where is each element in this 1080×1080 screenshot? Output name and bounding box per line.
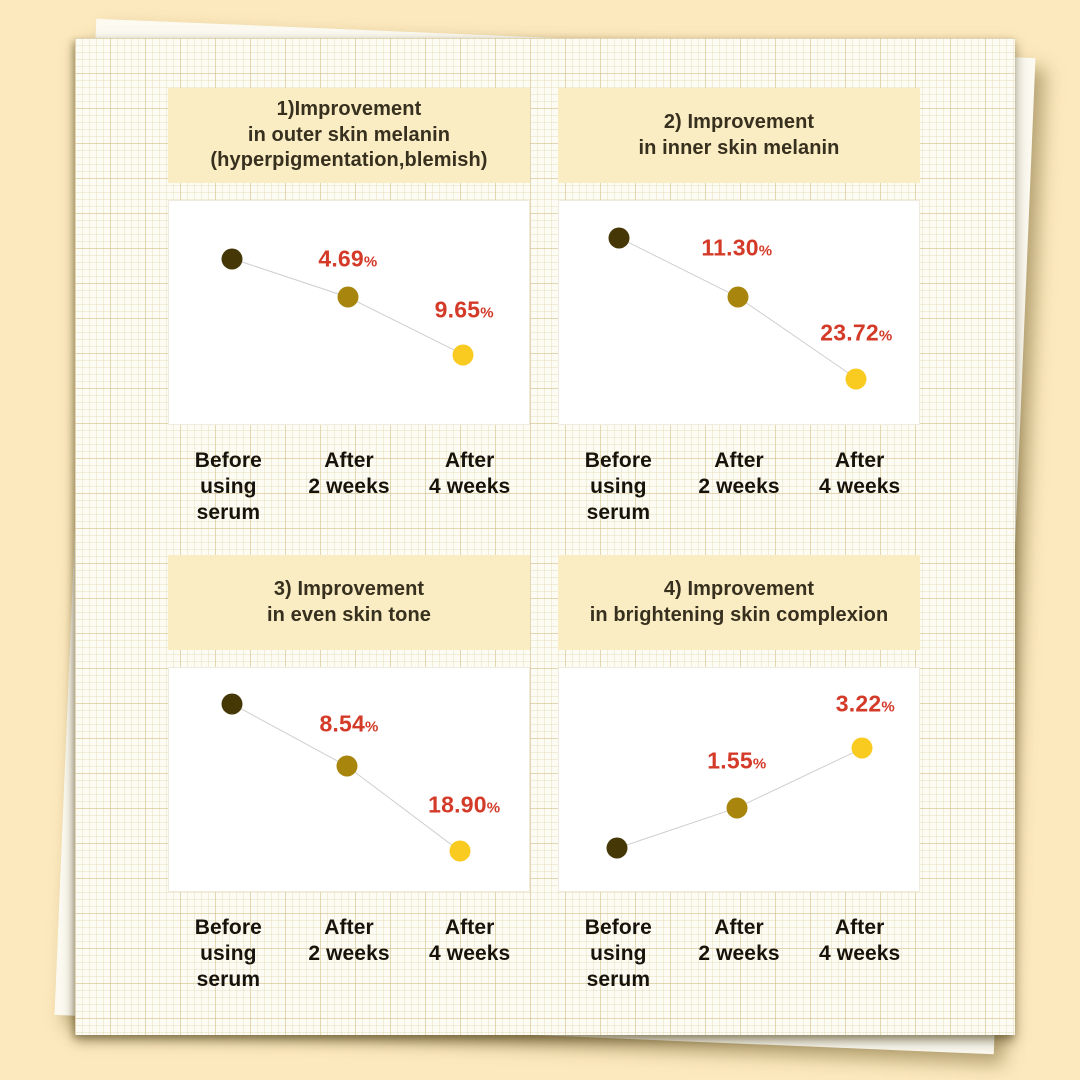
x-axis-labels-3: Before using serum After 2 weeks After 4… <box>168 915 530 993</box>
improvement-label-4weeks: 9.65% <box>434 296 494 323</box>
data-point-before <box>606 837 628 859</box>
percent-sign: % <box>752 755 767 773</box>
improvement-label-2weeks: 11.30% <box>701 234 773 261</box>
percent-sign: % <box>363 253 378 271</box>
data-point-before <box>608 227 630 249</box>
percent-sign: % <box>881 698 895 716</box>
improvement-label-2weeks: 4.69% <box>318 245 378 272</box>
chart-plot-4: 1.55% 3.22% <box>558 667 920 892</box>
x-tick-2weeks: After 2 weeks <box>308 916 390 966</box>
x-axis-labels-2: Before using serum After 2 weeks After 4… <box>558 448 920 526</box>
chart-title-banner-1: 1)Improvement in outer skin melanin (hyp… <box>168 88 530 183</box>
x-tick-before: Before using serum <box>584 916 652 992</box>
chart-title-4: 4) Improvement in brightening skin compl… <box>589 577 889 626</box>
chart-title-1: 1)Improvement in outer skin melanin (hyp… <box>210 98 488 172</box>
improvement-label-2weeks: 8.54% <box>319 710 379 737</box>
data-point-2weeks <box>726 797 748 819</box>
x-axis-labels-4: Before using serum After 2 weeks After 4… <box>558 915 920 993</box>
data-point-2weeks <box>727 286 749 308</box>
x-tick-before: Before using serum <box>194 916 262 992</box>
chart-title-2: 2) Improvement in inner skin melanin <box>638 110 840 159</box>
x-tick-before: Before using serum <box>194 449 262 525</box>
data-point-4weeks <box>452 344 474 366</box>
x-tick-2weeks: After 2 weeks <box>698 449 780 499</box>
chart-plot-2: 11.30% 23.72% <box>558 200 920 425</box>
data-point-before <box>221 693 243 715</box>
data-point-4weeks <box>449 840 471 862</box>
data-point-4weeks <box>845 368 867 389</box>
percent-sign: % <box>480 304 494 322</box>
improvement-label-2weeks: 1.55% <box>707 747 767 774</box>
chart-title-banner-4: 4) Improvement in brightening skin compl… <box>558 555 920 650</box>
chart-plot-3: 8.54% 18.90% <box>168 667 530 892</box>
x-tick-before: Before using serum <box>584 449 652 525</box>
x-tick-2weeks: After 2 weeks <box>308 449 390 499</box>
chart-title-banner-3: 3) Improvement in even skin tone <box>168 555 530 650</box>
x-tick-4weeks: After 4 weeks <box>429 916 511 966</box>
chart-panel-3: 3) Improvement in even skin tone 8.54% 1… <box>168 555 530 1000</box>
x-tick-4weeks: After 4 weeks <box>819 449 901 499</box>
x-tick-4weeks: After 4 weeks <box>819 916 901 966</box>
percent-sign: % <box>365 718 379 736</box>
data-point-before <box>221 248 243 270</box>
improvement-label-4weeks: 3.22% <box>835 690 895 717</box>
chart-plot-1: 4.69% 9.65% <box>168 200 530 425</box>
data-point-2weeks <box>336 755 358 777</box>
data-point-4weeks <box>851 737 873 759</box>
x-tick-2weeks: After 2 weeks <box>698 916 780 966</box>
chart-panel-1: 1)Improvement in outer skin melanin (hyp… <box>168 88 530 533</box>
data-point-2weeks <box>337 286 359 308</box>
improvement-label-4weeks: 23.72% <box>820 319 893 346</box>
paper-sheet: 1)Improvement in outer skin melanin (hyp… <box>75 38 1015 1035</box>
chart-panel-2: 2) Improvement in inner skin melanin 11.… <box>558 88 920 533</box>
chart-title-3: 3) Improvement in even skin tone <box>267 577 431 626</box>
percent-sign: % <box>758 242 773 260</box>
percent-sign: % <box>486 799 501 817</box>
x-axis-labels-1: Before using serum After 2 weeks After 4… <box>168 448 530 526</box>
chart-panel-4: 4) Improvement in brightening skin compl… <box>558 555 920 1000</box>
chart-title-banner-2: 2) Improvement in inner skin melanin <box>558 88 920 183</box>
x-tick-4weeks: After 4 weeks <box>429 449 511 499</box>
percent-sign: % <box>878 327 893 345</box>
improvement-label-4weeks: 18.90% <box>428 791 501 818</box>
